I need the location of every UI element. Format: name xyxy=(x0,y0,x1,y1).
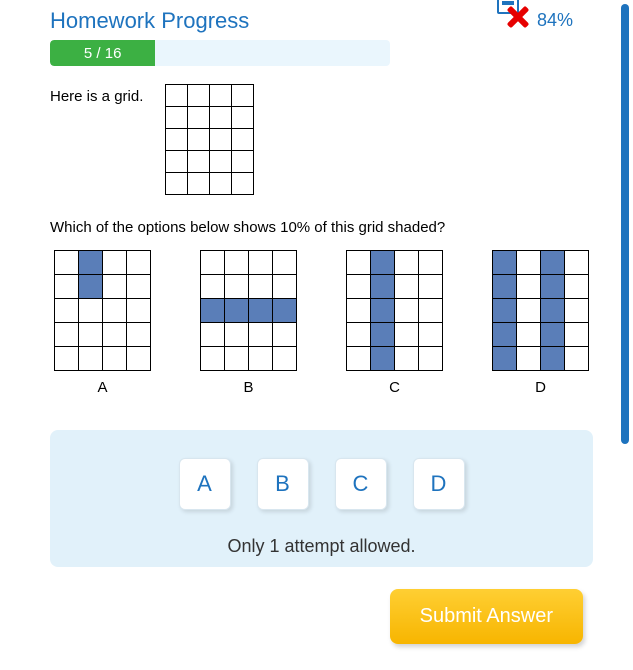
option-label: D xyxy=(492,379,589,396)
submit-answer-button[interactable]: Submit Answer xyxy=(390,589,583,644)
answer-choice-b[interactable]: B xyxy=(257,458,309,510)
option-b: B xyxy=(200,250,297,396)
question-text: Which of the options below shows 10% of … xyxy=(50,219,593,236)
score-percent: 84% xyxy=(537,10,573,31)
option-label: C xyxy=(346,379,443,396)
option-label: A xyxy=(54,379,151,396)
option-label: B xyxy=(200,379,297,396)
progress-bar: 5 / 16 xyxy=(50,40,390,66)
option-d: D xyxy=(492,250,589,396)
option-c: C xyxy=(346,250,443,396)
answer-choice-d[interactable]: D xyxy=(413,458,465,510)
reference-grid xyxy=(165,84,254,195)
page-title: Homework Progress xyxy=(50,8,390,34)
attempt-note: Only 1 attempt allowed. xyxy=(70,536,573,557)
intro-text: Here is a grid. xyxy=(50,88,143,105)
calculator-disabled-icon xyxy=(497,6,529,34)
answer-choice-c[interactable]: C xyxy=(335,458,387,510)
option-a: A xyxy=(54,250,151,396)
progress-fill: 5 / 16 xyxy=(50,40,155,66)
answer-choice-a[interactable]: A xyxy=(179,458,231,510)
answer-panel: ABCD Only 1 attempt allowed. xyxy=(50,430,593,567)
scrollbar[interactable] xyxy=(621,4,629,444)
